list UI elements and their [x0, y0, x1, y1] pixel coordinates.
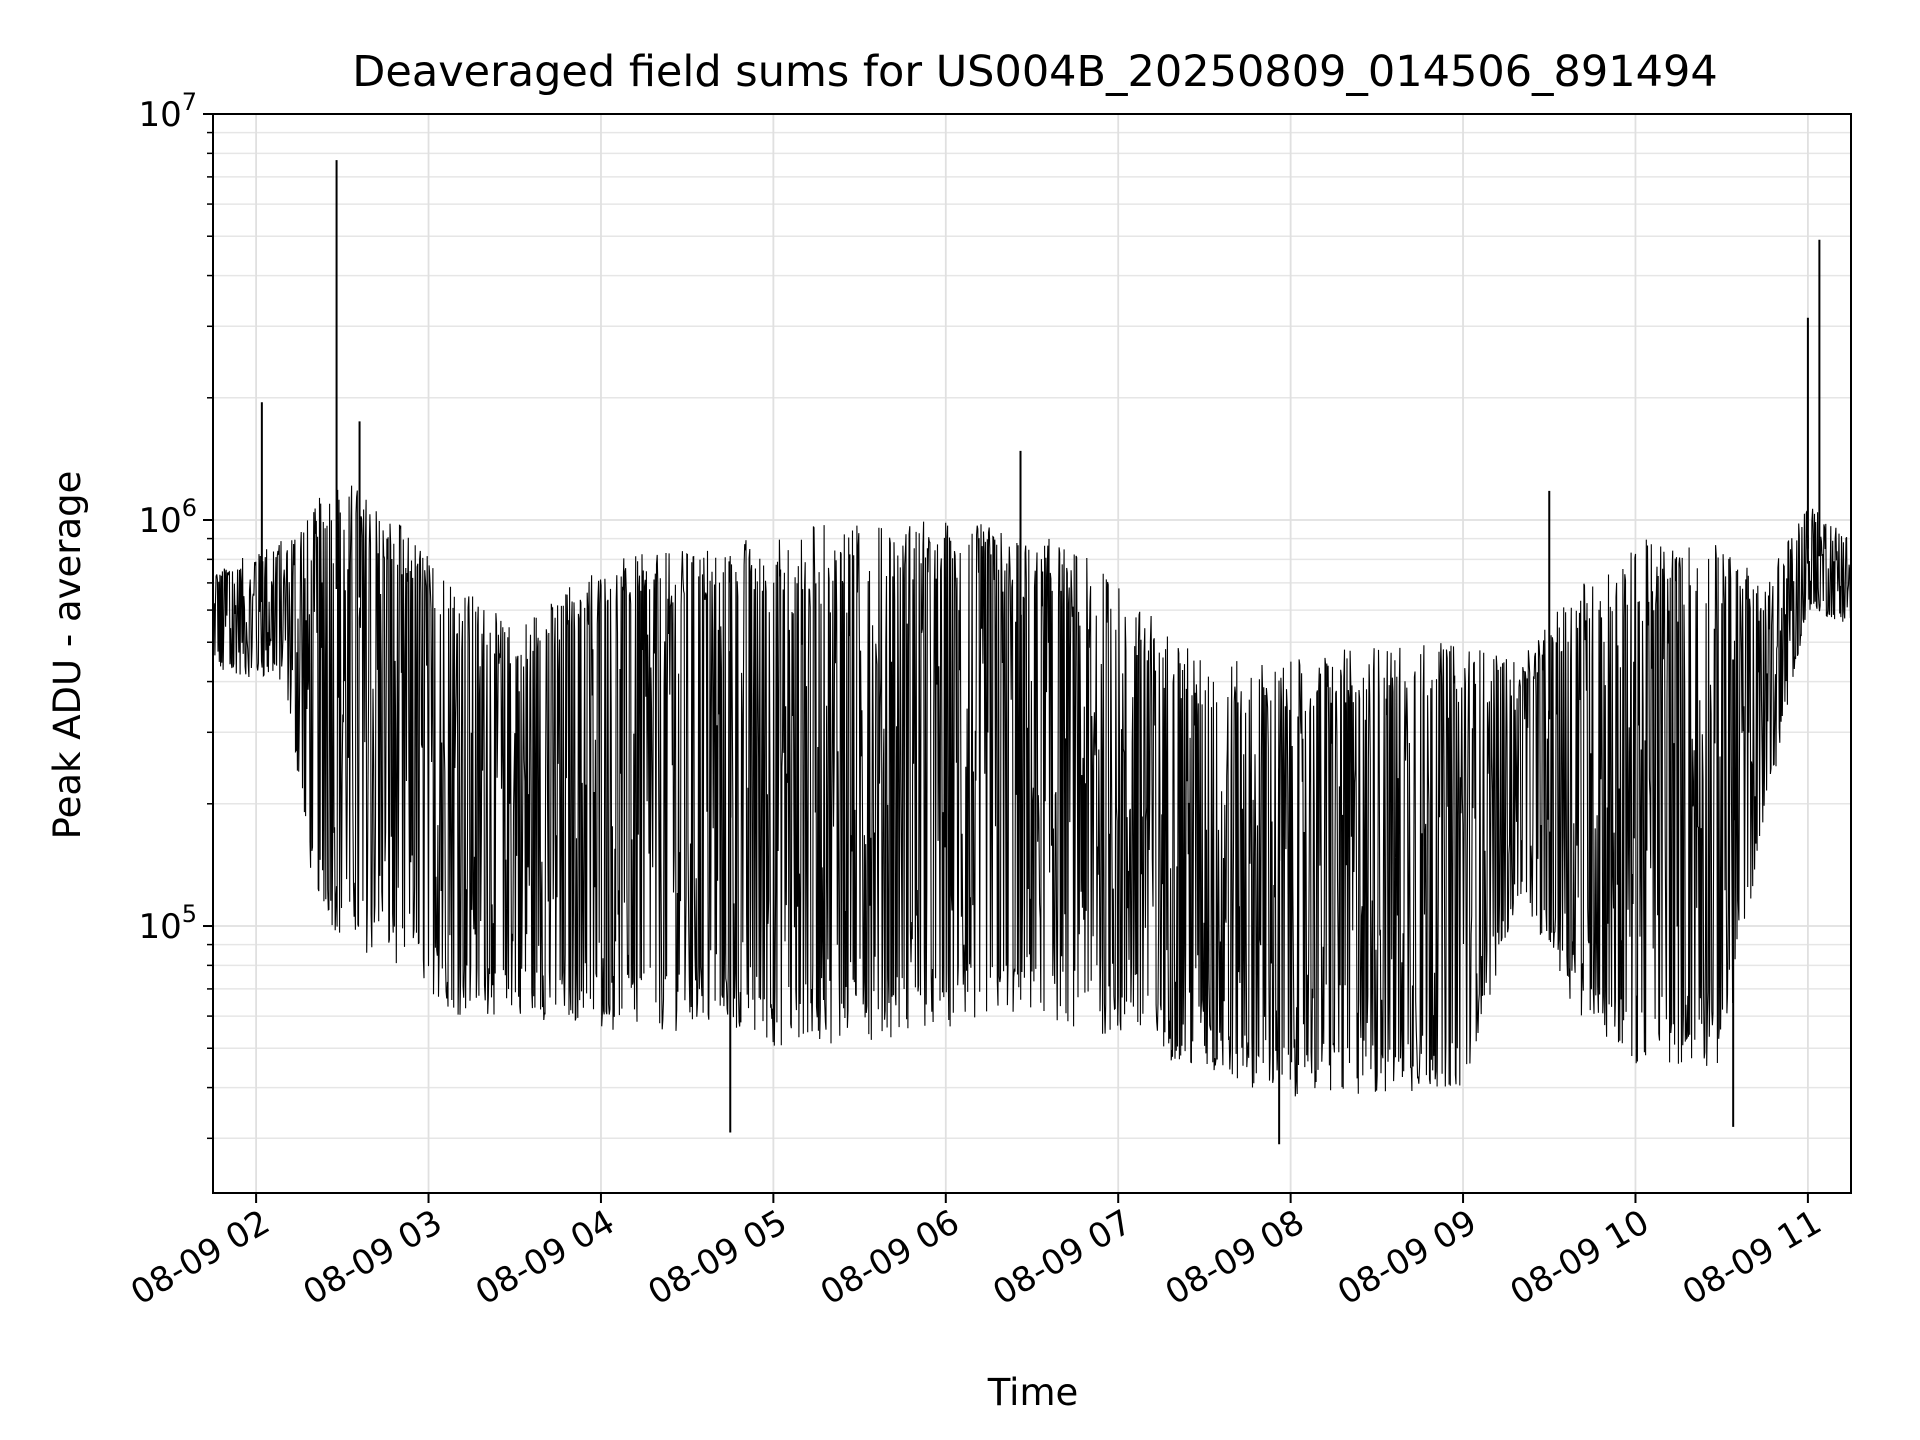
x-tick-label: 08-09 05 [641, 1202, 793, 1313]
chart-title: Deaveraged field sums for US004B_2025080… [352, 47, 1717, 97]
x-tick-label: 08-09 04 [469, 1202, 621, 1313]
x-tick-label: 08-09 07 [986, 1202, 1138, 1313]
x-axis-label: Time [987, 1371, 1079, 1414]
x-tick-label: 08-09 10 [1504, 1202, 1656, 1313]
y-tick-label: 107 [138, 88, 197, 135]
x-tick-label: 08-09 06 [814, 1202, 966, 1313]
x-tick-label: 08-09 08 [1159, 1202, 1311, 1313]
plot-frame [212, 113, 1852, 1194]
x-tick-label: 08-09 11 [1676, 1202, 1828, 1313]
y-tick-label: 106 [138, 494, 197, 541]
y-axis-label: Peak ADU - average [46, 471, 89, 840]
x-axis-ticks: 08-09 02 08-09 03 08-09 04 08-09 05 08-09 06… [124, 1193, 1828, 1313]
y-axis-ticks: 105 106 107 [138, 88, 213, 1140]
y-tick-label: 105 [138, 900, 197, 947]
x-tick-label: 08-09 02 [124, 1202, 276, 1313]
x-tick-label: 08-09 09 [1331, 1202, 1483, 1313]
series-path [212, 485, 1852, 1097]
x-tick-label: 08-09 03 [297, 1202, 449, 1313]
series-line [212, 160, 1852, 1145]
